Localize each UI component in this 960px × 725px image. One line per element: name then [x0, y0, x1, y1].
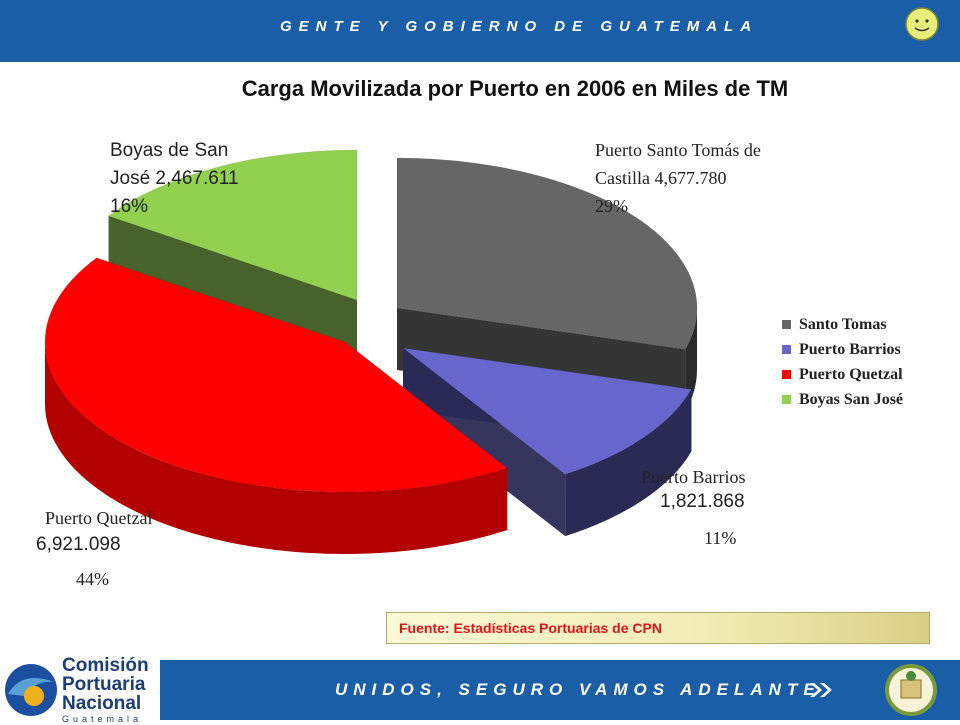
legend-label-puerto-quetzal: Puerto Quetzal [799, 365, 903, 383]
legend-item-boyas-san-jose: Boyas San José [782, 387, 952, 412]
legend-swatch-puerto-quetzal [782, 370, 791, 379]
source-note: Fuente: Estadísticas Portuarias de CPN [386, 612, 930, 644]
legend-item-santo-tomas: Santo Tomas [782, 312, 952, 337]
label-quetzal-value: 6,921.098 [36, 534, 121, 555]
source-text: Fuente: Estadísticas Portuarias de CPN [399, 620, 662, 636]
chart-title: Carga Movilizada por Puerto en 2006 en M… [241, 76, 789, 101]
cpn-logo-text: Comisión Portuaria Nacional Guatemala [62, 656, 149, 725]
label-santo-tomas: Puerto Santo Tomás de Castilla 4,677.780… [595, 136, 761, 220]
label-santo-tomas-line2: Castilla 4,677.780 [595, 168, 727, 188]
label-santo-tomas-pct: 29% [595, 196, 628, 216]
label-quetzal-pct: 44% [76, 569, 109, 589]
label-boyas-pct: 16% [110, 196, 149, 217]
slice-boyas-san-jose [108, 149, 358, 301]
logo-line4: Guatemala [62, 714, 143, 724]
chart-legend: Santo Tomas Puerto Barrios Puerto Quetza… [782, 312, 952, 412]
label-barrios-name: Puerto Barrios [641, 467, 746, 487]
legend-item-puerto-barrios: Puerto Barrios [782, 337, 952, 362]
slice-puerto-barrios [402, 347, 692, 475]
label-santo-tomas-line1: Puerto Santo Tomás de [595, 140, 761, 160]
label-boyas-line2: José 2,467.611 [110, 168, 239, 189]
legend-item-puerto-quetzal: Puerto Quetzal [782, 362, 952, 387]
legend-swatch-puerto-barrios [782, 345, 791, 354]
label-barrios-pct: 11% [704, 528, 737, 548]
label-quetzal-name: Puerto Quetzal [45, 508, 153, 528]
legend-swatch-santo-tomas [782, 320, 791, 329]
label-boyas: Boyas de San José 2,467.611 16% [110, 137, 239, 221]
legend-label-puerto-barrios: Puerto Barrios [799, 340, 901, 358]
top-banner: GENTE Y GOBIERNO DE GUATEMALA [0, 0, 960, 62]
slice-side-santo-tomas [685, 308, 697, 412]
header-slogan: GENTE Y GOBIERNO DE GUATEMALA [280, 18, 759, 35]
label-boyas-line1: Boyas de San [110, 140, 229, 161]
legend-label-santo-tomas: Santo Tomas [799, 315, 887, 333]
label-barrios-value: 1,821.868 [660, 491, 745, 512]
logo-line2: Portuaria [62, 674, 146, 695]
slice-cut-puerto-barrios [403, 348, 566, 537]
logo-line1: Comisión [62, 655, 149, 676]
legend-label-boyas-san-jose: Boyas San José [799, 390, 904, 408]
cpn-logo-icon [5, 664, 57, 716]
footer-motto: UNIDOS, SEGURO VAMOS ADELANTE [335, 680, 821, 699]
guatemala-seal-icon [885, 664, 937, 716]
double-chevron-icon [810, 683, 832, 697]
smiley-icon [905, 7, 939, 41]
slice-side-puerto-quetzal [45, 342, 508, 555]
logo-line3: Nacional [62, 693, 142, 714]
slice-puerto-quetzal [44, 257, 508, 493]
legend-swatch-boyas-san-jose [782, 395, 791, 404]
bottom-banner: UNIDOS, SEGURO VAMOS ADELANTE [160, 660, 960, 720]
slice-santo-tomas [396, 157, 698, 350]
